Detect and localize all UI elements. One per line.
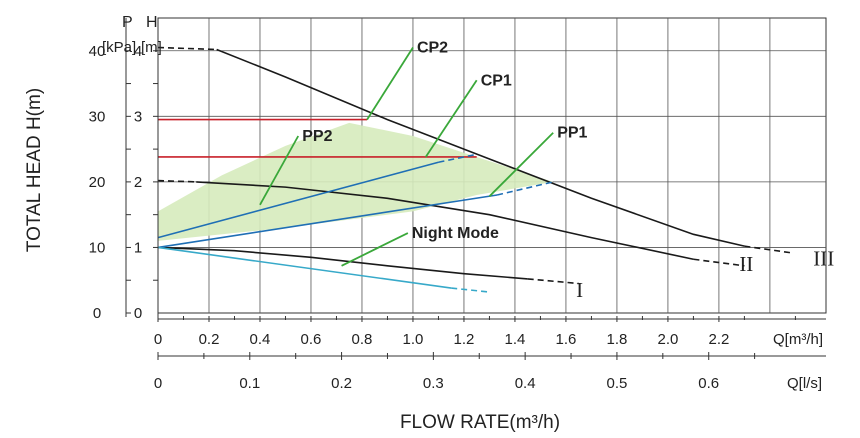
callout-pp1-leader (488, 132, 554, 197)
h-tick-label: 4 (134, 43, 142, 60)
x-tick-label-m3h: 0.2 (199, 331, 220, 348)
p-tick-label: 0 (93, 305, 101, 322)
x-tick-label-ls: 0.6 (698, 375, 719, 392)
callout-night-mode-label: Night Mode (412, 225, 499, 242)
p-tick-label: 10 (89, 239, 106, 256)
x-axis-label: FLOW RATE(m³/h) (400, 412, 560, 433)
operating-range-area (158, 122, 554, 241)
h-axis-unit: [m] (141, 39, 162, 56)
x-unit-m3h: Q[m³/h] (773, 331, 823, 348)
callout-pp2-label: PP2 (302, 128, 332, 145)
x-tick-label-m3h: 2.0 (657, 331, 678, 348)
callout-pp1-label: PP1 (557, 125, 587, 142)
callout-pp2-leader (259, 135, 300, 206)
callout-night-mode-leader (341, 232, 409, 267)
x-tick-label-ls: 0 (154, 375, 162, 392)
series-layer (157, 46, 791, 293)
h-axis-title: H (146, 14, 158, 31)
x-tick-label-m3h: 1.4 (505, 331, 526, 348)
series-pp2-dashed-end (438, 153, 477, 164)
series-ii-dashed-start (157, 179, 197, 183)
x-tick-label-m3h: 0.8 (352, 331, 373, 348)
y-axis-label: TOTAL HEAD H(m) (24, 88, 45, 252)
series-pp1-line (157, 194, 498, 249)
grid (157, 17, 827, 314)
series-iii-dashed-end (744, 245, 791, 254)
x-tick-label-ls: 0.5 (607, 375, 628, 392)
series-ii-dashed-end (693, 258, 745, 267)
h-tick-label: 2 (134, 174, 142, 191)
series-iii-dashed-start (157, 46, 217, 51)
x-tick-label-m3h: 0.6 (301, 331, 322, 348)
x-tick-label-m3h: 1.0 (403, 331, 424, 348)
x-tick-label-m3h: 1.6 (556, 331, 577, 348)
callout-cp2-label: CP2 (417, 40, 448, 57)
x-tick-label-ls: 0.1 (239, 375, 260, 392)
callout-cp1-leader (424, 79, 478, 158)
curve-label-i: I (576, 278, 583, 302)
callout-cp2-leader (366, 47, 414, 121)
x-tick-label-m3h: 2.2 (708, 331, 729, 348)
shaded-area-layer (158, 122, 554, 241)
callout-cp1-label: CP1 (481, 72, 512, 89)
series-iii-line (216, 48, 745, 247)
series-i-line (157, 246, 528, 280)
x-tick-label-m3h: 0 (154, 331, 162, 348)
x-tick-label-ls: 0.3 (423, 375, 444, 392)
p-axis-unit: [kPa] (102, 39, 136, 56)
x-tick-label-m3h: 0.4 (250, 331, 271, 348)
p-tick-label: 20 (89, 174, 106, 191)
x-tick-label-m3h: 1.8 (607, 331, 628, 348)
x-tick-label-ls: 0.4 (515, 375, 536, 392)
series-night-mode-line (157, 246, 452, 289)
x-tick-label-m3h: 1.2 (454, 331, 475, 348)
h-tick-label: 1 (134, 239, 142, 256)
p-axis-title: P (122, 14, 133, 31)
h-tick-label: 0 (134, 305, 142, 322)
series-night-mode-dashed-end (451, 287, 490, 293)
curve-label-ii: II (739, 252, 753, 276)
h-tick-label: 3 (134, 108, 142, 125)
series-pp2-line (157, 161, 439, 239)
curve-label-iii: III (813, 247, 834, 271)
p-tick-label: 30 (89, 108, 106, 125)
p-tick-label: 40 (89, 43, 106, 60)
x-unit-ls: Q[l/s] (787, 375, 822, 392)
series-i-dashed-end (527, 278, 579, 285)
x-tick-label-ls: 0.2 (331, 375, 352, 392)
